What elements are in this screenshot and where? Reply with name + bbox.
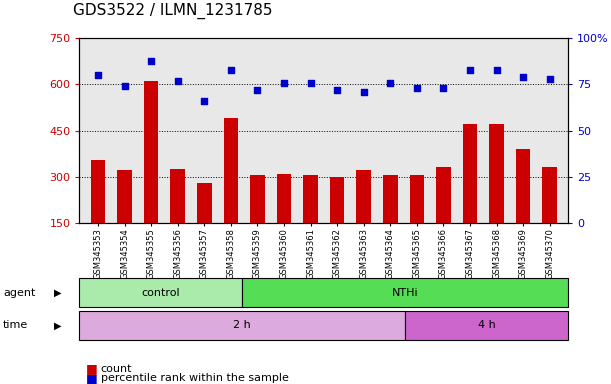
Text: agent: agent bbox=[3, 288, 35, 298]
Bar bbox=[356, 170, 371, 269]
Bar bbox=[516, 149, 530, 269]
Bar bbox=[383, 175, 398, 269]
Bar bbox=[144, 81, 158, 269]
Point bbox=[279, 79, 289, 86]
Bar bbox=[489, 124, 504, 269]
Bar bbox=[277, 174, 291, 269]
Point bbox=[492, 67, 502, 73]
Point bbox=[439, 85, 448, 91]
Text: ■: ■ bbox=[86, 372, 97, 384]
Point bbox=[412, 85, 422, 91]
Text: NTHi: NTHi bbox=[392, 288, 419, 298]
Bar bbox=[543, 167, 557, 269]
Point bbox=[306, 79, 315, 86]
Bar bbox=[436, 167, 451, 269]
Point bbox=[332, 87, 342, 93]
Bar bbox=[250, 175, 265, 269]
Text: GDS3522 / ILMN_1231785: GDS3522 / ILMN_1231785 bbox=[73, 3, 273, 19]
Text: percentile rank within the sample: percentile rank within the sample bbox=[101, 373, 288, 383]
Bar bbox=[224, 118, 238, 269]
Text: ▶: ▶ bbox=[54, 320, 62, 331]
Point bbox=[146, 58, 156, 64]
Point bbox=[465, 67, 475, 73]
Point bbox=[545, 76, 555, 82]
Text: ▶: ▶ bbox=[54, 288, 62, 298]
Bar bbox=[330, 177, 345, 269]
Point bbox=[359, 89, 368, 95]
Text: control: control bbox=[142, 288, 180, 298]
Text: 4 h: 4 h bbox=[478, 320, 496, 331]
Text: ■: ■ bbox=[86, 362, 97, 375]
Point bbox=[252, 87, 262, 93]
Text: count: count bbox=[101, 364, 133, 374]
Bar bbox=[463, 124, 477, 269]
Point bbox=[93, 72, 103, 78]
Bar bbox=[90, 160, 105, 269]
Bar bbox=[117, 170, 132, 269]
Point bbox=[199, 98, 209, 104]
Bar bbox=[303, 175, 318, 269]
Point bbox=[120, 83, 130, 89]
Point bbox=[226, 67, 236, 73]
Point bbox=[386, 79, 395, 86]
Text: 2 h: 2 h bbox=[233, 320, 251, 331]
Point bbox=[173, 78, 183, 84]
Point bbox=[518, 74, 528, 80]
Bar bbox=[197, 184, 211, 269]
Bar bbox=[170, 169, 185, 269]
Text: time: time bbox=[3, 320, 28, 331]
Bar bbox=[409, 175, 424, 269]
